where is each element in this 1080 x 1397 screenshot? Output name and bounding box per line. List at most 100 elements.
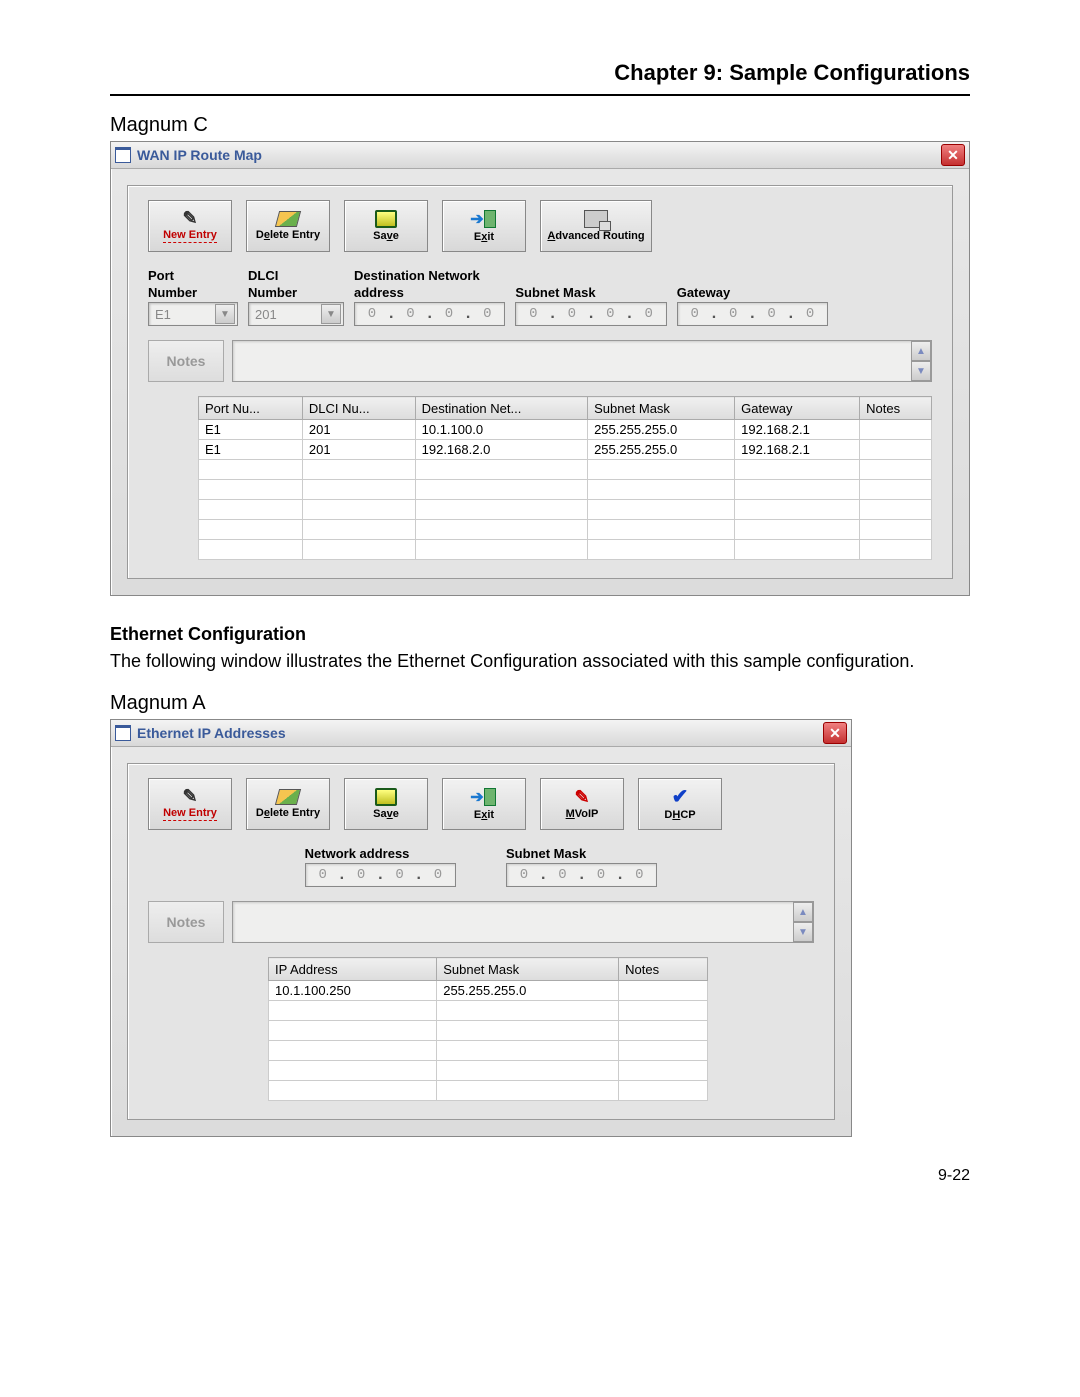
scroll-up-icon[interactable]: ▲ xyxy=(911,341,931,361)
section-label-magnum-c: Magnum C xyxy=(110,114,970,137)
save-button[interactable]: Save xyxy=(344,778,428,830)
table-row[interactable] xyxy=(199,520,932,540)
exit-icon: ➔ xyxy=(472,787,495,807)
ethernet-config-body: The following window illustrates the Eth… xyxy=(110,651,970,672)
wan-ip-route-map-window: WAN IP Route Map ✕ ✎ New Entry Delete En… xyxy=(110,141,970,596)
delete-entry-button[interactable]: Delete Entry xyxy=(246,200,330,252)
dropdown-icon: ▼ xyxy=(321,304,341,324)
pencil-icon: ✎ xyxy=(182,209,197,227)
network-address-label: Network address xyxy=(305,846,456,861)
pencil-icon: ✎ xyxy=(182,787,197,805)
gateway-input[interactable]: 0.0.0.0 xyxy=(677,302,828,326)
table-row[interactable] xyxy=(269,1021,708,1041)
network-address-input[interactable]: 0.0.0.0 xyxy=(305,863,456,887)
table-row[interactable]: E1201192.168.2.0255.255.255.0192.168.2.1 xyxy=(199,440,932,460)
column-header: Subnet Mask xyxy=(437,958,619,981)
window-title: WAN IP Route Map xyxy=(137,147,262,163)
toolbar: ✎ New Entry Delete Entry Save ➔ Exit ✎ xyxy=(148,778,814,830)
table-row[interactable] xyxy=(199,460,932,480)
column-header: Gateway xyxy=(735,397,860,420)
horizontal-rule xyxy=(110,94,970,96)
save-icon xyxy=(375,788,397,806)
notes-label: Notes xyxy=(148,901,224,943)
dlci-number-label: DLCI xyxy=(248,268,344,283)
eraser-icon xyxy=(275,789,301,805)
exit-button[interactable]: ➔ Exit xyxy=(442,778,526,830)
window-icon xyxy=(115,725,131,741)
column-header: IP Address xyxy=(269,958,437,981)
save-icon xyxy=(375,210,397,228)
table-row[interactable]: E120110.1.100.0255.255.255.0192.168.2.1 xyxy=(199,420,932,440)
subnet-mask-label: Subnet Mask xyxy=(515,285,666,300)
notes-textarea[interactable]: ▲ ▼ xyxy=(232,340,932,382)
column-header: Subnet Mask xyxy=(588,397,735,420)
window-title: Ethernet IP Addresses xyxy=(137,725,286,741)
destination-network-label: Destination Network xyxy=(354,268,505,283)
save-button[interactable]: Save xyxy=(344,200,428,252)
table-row[interactable] xyxy=(199,500,932,520)
destination-network-input[interactable]: 0.0.0.0 xyxy=(354,302,505,326)
window-icon xyxy=(115,147,131,163)
column-header: Destination Net... xyxy=(415,397,587,420)
table-row[interactable] xyxy=(269,1001,708,1021)
column-header: Port Nu... xyxy=(199,397,303,420)
port-number-select[interactable]: E1▼ xyxy=(148,302,238,326)
new-entry-button[interactable]: ✎ New Entry xyxy=(148,778,232,830)
ethernet-ip-table: IP AddressSubnet MaskNotes10.1.100.25025… xyxy=(268,957,708,1101)
dhcp-button[interactable]: ✔ DHCP xyxy=(638,778,722,830)
column-header: Notes xyxy=(619,958,708,981)
exit-icon: ➔ xyxy=(472,209,495,229)
dhcp-label: DHCP xyxy=(664,809,695,821)
scroll-down-icon[interactable]: ▼ xyxy=(793,922,813,942)
dlci-number-select[interactable]: 201▼ xyxy=(248,302,344,326)
notes-textarea[interactable]: ▲ ▼ xyxy=(232,901,814,943)
ethernet-config-heading: Ethernet Configuration xyxy=(110,624,970,645)
column-header: Notes xyxy=(860,397,932,420)
advanced-routing-icon xyxy=(584,210,608,228)
notes-label: Notes xyxy=(148,340,224,382)
delete-entry-label: Delete Entry xyxy=(256,807,320,819)
column-header: DLCI Nu... xyxy=(302,397,415,420)
subnet-mask-input[interactable]: 0.0.0.0 xyxy=(506,863,657,887)
table-row[interactable] xyxy=(199,480,932,500)
exit-label: Exit xyxy=(474,809,494,821)
port-number-label: Port xyxy=(148,268,238,283)
scroll-up-icon[interactable]: ▲ xyxy=(793,902,813,922)
mvoip-icon: ✎ xyxy=(574,788,589,806)
eraser-icon xyxy=(275,211,301,227)
gateway-label: Gateway xyxy=(677,285,828,300)
page-number: 9-22 xyxy=(110,1167,970,1185)
table-row[interactable]: 10.1.100.250255.255.255.0 xyxy=(269,981,708,1001)
titlebar: Ethernet IP Addresses ✕ xyxy=(111,720,851,747)
advanced-routing-button[interactable]: Advanced Routing xyxy=(540,200,652,252)
table-row[interactable] xyxy=(269,1041,708,1061)
table-row[interactable] xyxy=(269,1061,708,1081)
new-entry-label: New Entry xyxy=(163,229,217,243)
delete-entry-button[interactable]: Delete Entry xyxy=(246,778,330,830)
advanced-routing-label: Advanced Routing xyxy=(547,230,644,242)
save-label: Save xyxy=(373,808,399,820)
exit-button[interactable]: ➔ Exit xyxy=(442,200,526,252)
table-row[interactable] xyxy=(199,540,932,560)
new-entry-label: New Entry xyxy=(163,807,217,821)
dropdown-icon: ▼ xyxy=(215,304,235,324)
close-button[interactable]: ✕ xyxy=(823,722,847,744)
scroll-down-icon[interactable]: ▼ xyxy=(911,361,931,381)
subnet-mask-label: Subnet Mask xyxy=(506,846,657,861)
mvoip-label: MVoIP xyxy=(566,808,599,820)
exit-label: Exit xyxy=(474,231,494,243)
chapter-title: Chapter 9: Sample Configurations xyxy=(110,60,970,86)
table-row[interactable] xyxy=(269,1081,708,1101)
mvoip-button[interactable]: ✎ MVoIP xyxy=(540,778,624,830)
save-label: Save xyxy=(373,230,399,242)
check-icon: ✔ xyxy=(672,787,689,807)
delete-entry-label: Delete Entry xyxy=(256,229,320,241)
section-label-magnum-a: Magnum A xyxy=(110,692,970,715)
ethernet-ip-addresses-window: Ethernet IP Addresses ✕ ✎ New Entry Dele… xyxy=(110,719,852,1137)
toolbar: ✎ New Entry Delete Entry Save ➔ Exit xyxy=(148,200,932,252)
route-map-table: Port Nu...DLCI Nu...Destination Net...Su… xyxy=(198,396,932,560)
subnet-mask-input[interactable]: 0.0.0.0 xyxy=(515,302,666,326)
titlebar: WAN IP Route Map ✕ xyxy=(111,142,969,169)
close-button[interactable]: ✕ xyxy=(941,144,965,166)
new-entry-button[interactable]: ✎ New Entry xyxy=(148,200,232,252)
